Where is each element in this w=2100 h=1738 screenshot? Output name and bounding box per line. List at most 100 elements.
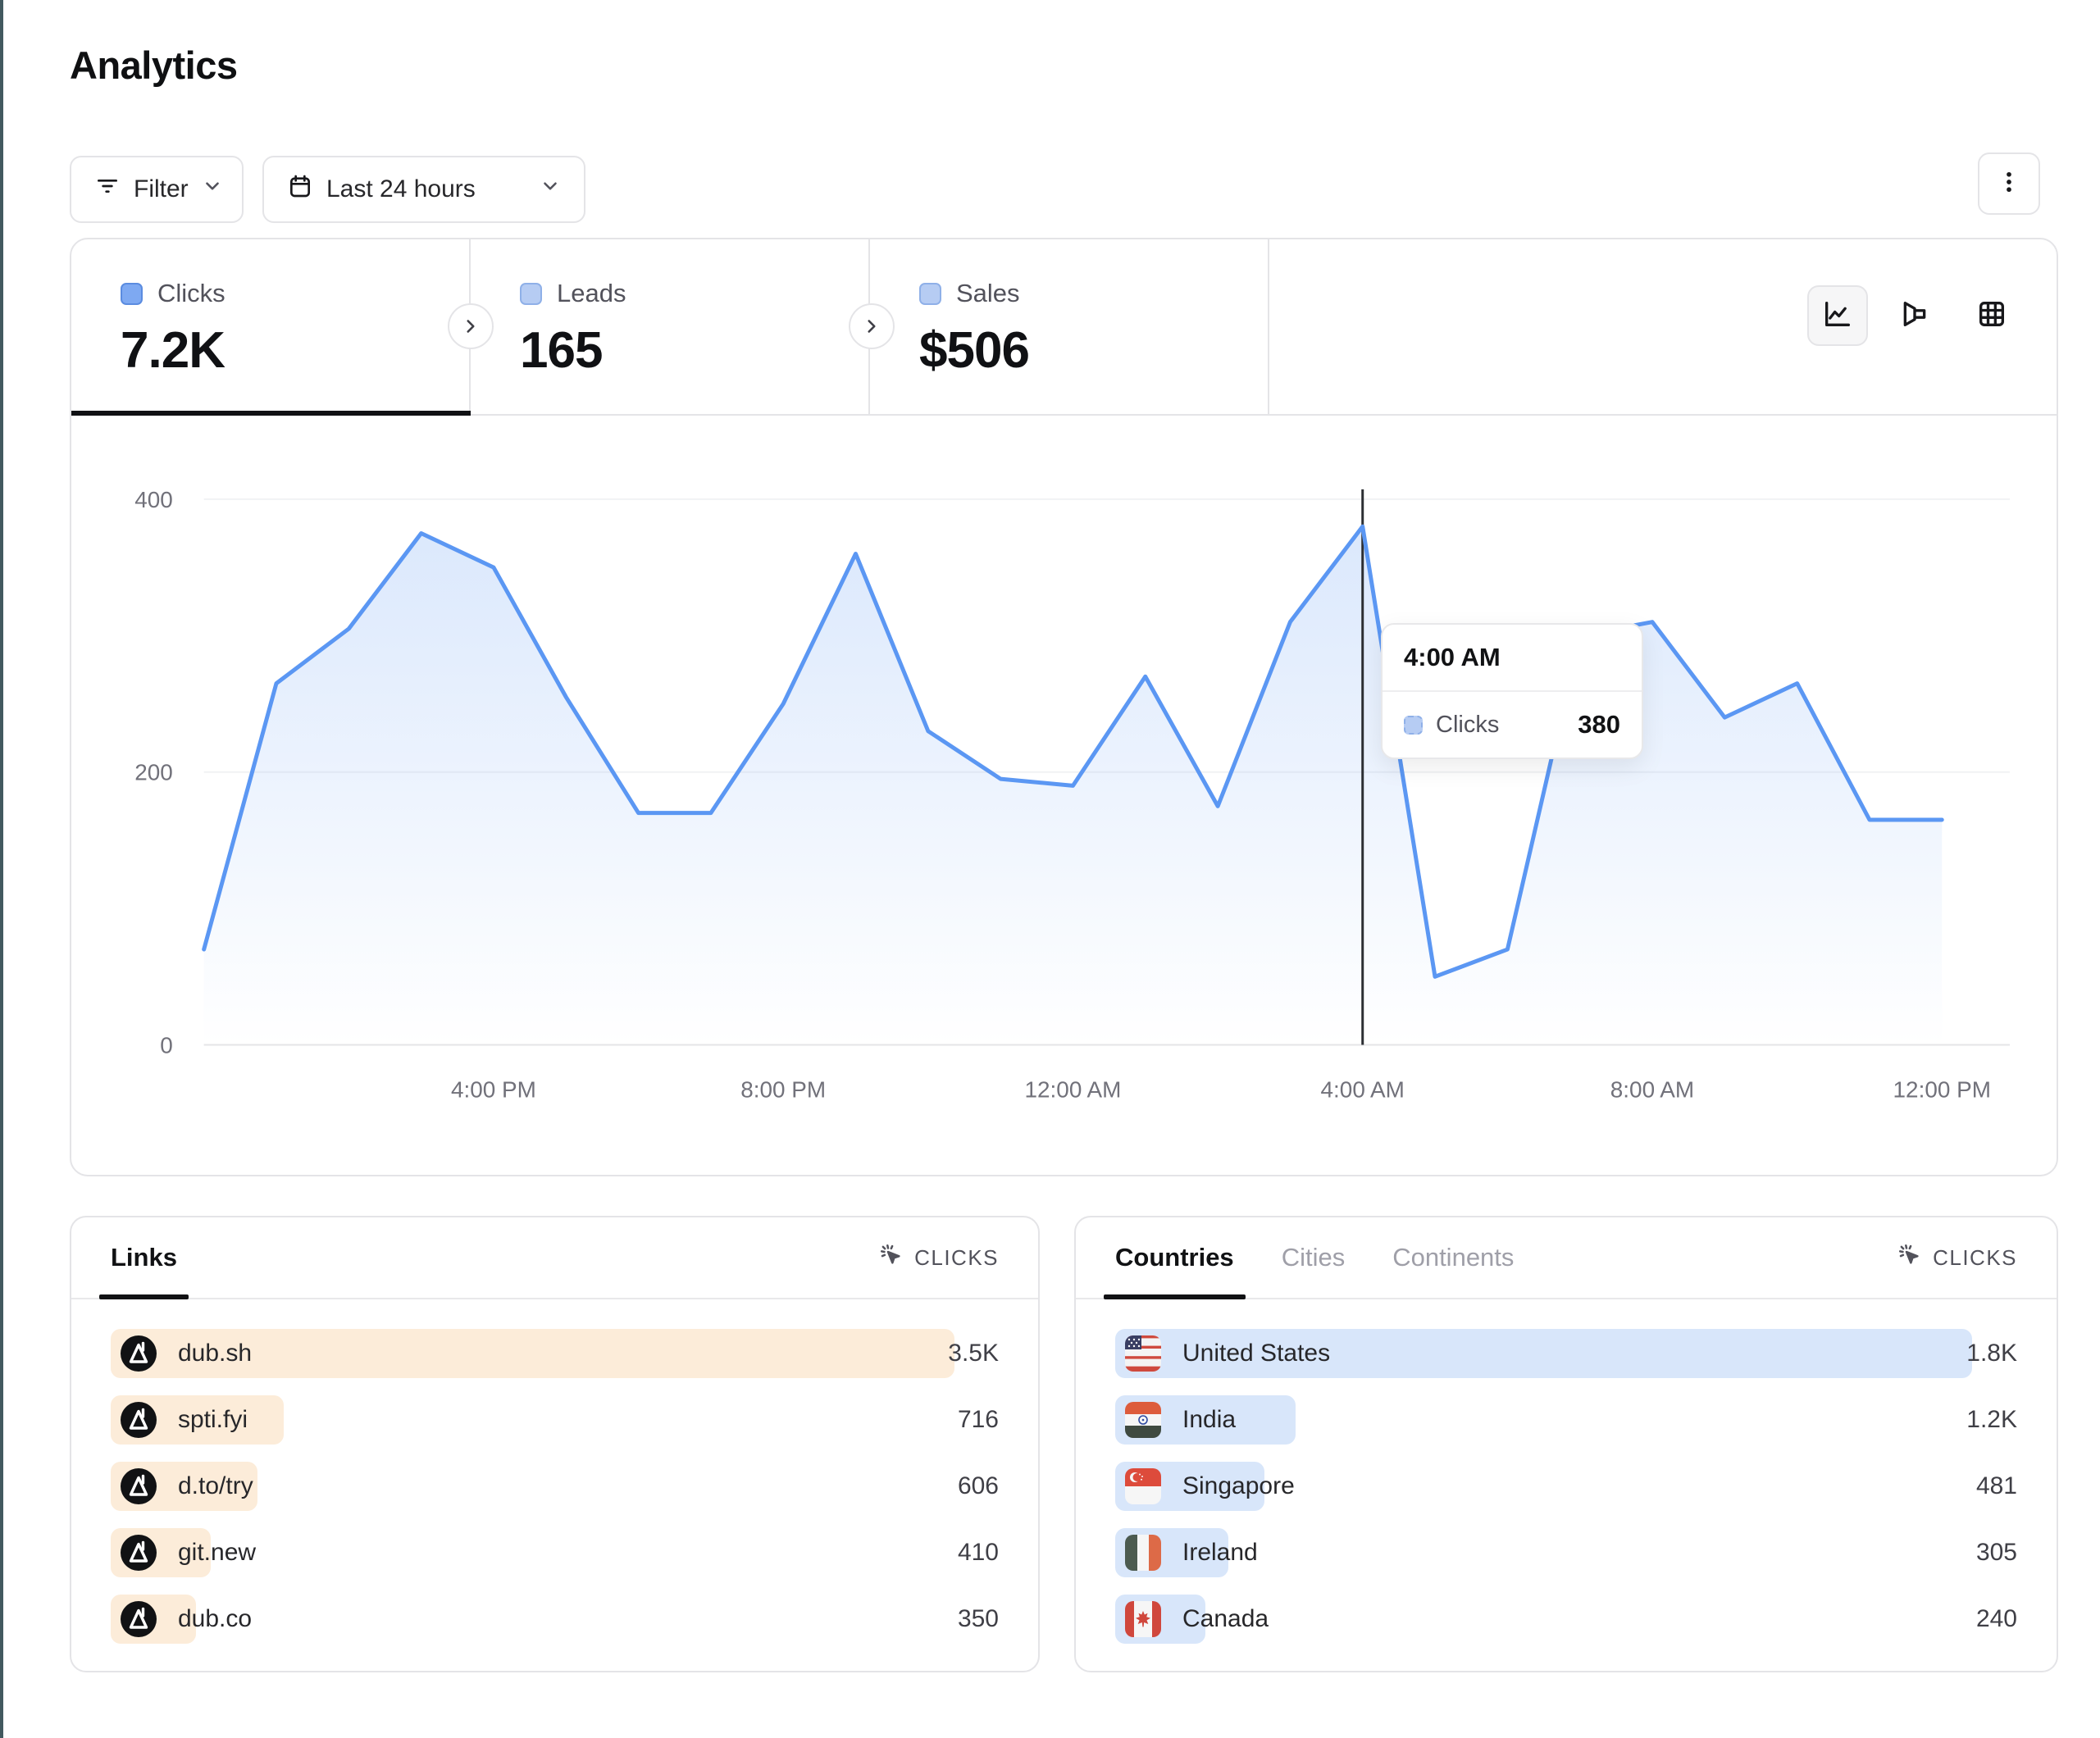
row-value: 410 bbox=[957, 1539, 999, 1566]
flag-in-icon bbox=[1125, 1402, 1161, 1438]
links-metric-header-label: CLICKS bbox=[914, 1244, 999, 1270]
row-value: 240 bbox=[1975, 1605, 2017, 1632]
metric-tab-sales[interactable]: Sales $506 bbox=[870, 239, 1269, 414]
analytics-chart-card: 0 200 400 4:00 PM 8:00 PM 12:00 AM 4:00 AM 8:00… bbox=[70, 238, 2058, 1176]
metric-tabs: Clicks 7.2K Leads 165 Sales $506 bbox=[71, 239, 2057, 416]
metric-label: Sales bbox=[956, 279, 1020, 307]
tab-continents[interactable]: Continents bbox=[1392, 1243, 1515, 1272]
tooltip-value: 380 bbox=[1578, 710, 1620, 739]
chevron-down-icon bbox=[540, 175, 561, 203]
y-axis-label: 0 bbox=[160, 1033, 173, 1058]
row-label: United States bbox=[1182, 1340, 1331, 1367]
calendar-icon bbox=[287, 173, 313, 206]
flag-ca-icon bbox=[1125, 1601, 1161, 1637]
row-label: Ireland bbox=[1182, 1539, 1258, 1566]
x-axis-label: 12:00 AM bbox=[1025, 1076, 1122, 1102]
clicks-area-chart[interactable]: 0 200 400 4:00 PM 8:00 PM 12:00 AM 4:00 AM 8:00… bbox=[71, 239, 2057, 1175]
link-row[interactable]: git.new 410 bbox=[111, 1528, 999, 1577]
funnel-chart-icon bbox=[1898, 298, 1931, 334]
country-row[interactable]: Ireland 305 bbox=[1115, 1528, 2017, 1577]
links-panel: Links CLICKS dub.sh 3.5K spti.fyi 716 d.to/t… bbox=[70, 1216, 1040, 1672]
tab-cities[interactable]: Cities bbox=[1281, 1243, 1346, 1272]
clicks-series-swatch bbox=[121, 282, 143, 305]
dub-logo-icon bbox=[121, 1601, 157, 1637]
countries-metric-header-label: CLICKS bbox=[1933, 1244, 2017, 1270]
row-value: 606 bbox=[957, 1472, 999, 1499]
window-edge bbox=[0, 0, 3, 1738]
dub-logo-icon bbox=[121, 1335, 157, 1372]
row-bar bbox=[111, 1329, 954, 1378]
kebab-icon bbox=[1995, 168, 2023, 200]
row-value: 716 bbox=[957, 1406, 999, 1433]
metric-value: 7.2K bbox=[121, 322, 225, 379]
y-axis-label: 200 bbox=[134, 760, 173, 785]
filter-button[interactable]: Filter bbox=[70, 156, 244, 223]
row-label: Singapore bbox=[1182, 1472, 1295, 1499]
filter-button-label: Filter bbox=[134, 175, 189, 202]
country-row[interactable]: Canada 240 bbox=[1115, 1595, 2017, 1644]
table-grid-icon bbox=[1975, 298, 2008, 334]
leads-series-swatch bbox=[520, 282, 542, 305]
chart-view-toggles bbox=[1807, 285, 2022, 346]
links-clicks-sort-header[interactable]: CLICKS bbox=[878, 1242, 999, 1274]
row-label: Canada bbox=[1182, 1605, 1269, 1632]
flag-ie-icon bbox=[1125, 1535, 1161, 1571]
kebab-menu-button[interactable] bbox=[1978, 152, 2040, 215]
line-chart-icon bbox=[1821, 298, 1854, 334]
countries-clicks-sort-header[interactable]: CLICKS bbox=[1897, 1242, 2017, 1274]
link-row[interactable]: spti.fyi 716 bbox=[111, 1395, 999, 1445]
metric-expand-button[interactable] bbox=[849, 303, 895, 349]
table-view-button[interactable] bbox=[1961, 285, 2022, 346]
tab-links[interactable]: Links bbox=[99, 1217, 189, 1299]
filter-funnel-icon bbox=[94, 173, 121, 206]
country-row[interactable]: Singapore 481 bbox=[1115, 1462, 2017, 1511]
date-range-label: Last 24 hours bbox=[326, 175, 476, 202]
metric-value: 165 bbox=[520, 322, 603, 379]
link-row[interactable]: d.to/try 606 bbox=[111, 1462, 999, 1511]
tooltip-series-label: Clicks bbox=[1436, 711, 1500, 738]
row-value: 1.2K bbox=[1966, 1406, 2017, 1433]
row-label: dub.sh bbox=[178, 1340, 253, 1367]
clicks-line-series bbox=[202, 524, 1944, 979]
dub-logo-icon bbox=[121, 1535, 157, 1571]
page-title: Analytics bbox=[70, 43, 238, 87]
row-label: d.to/try bbox=[178, 1472, 253, 1499]
date-range-button[interactable]: Last 24 hours bbox=[262, 156, 585, 223]
row-value: 481 bbox=[1975, 1472, 2017, 1499]
chart-tooltip: 4:00 AM Clicks 380 bbox=[1381, 623, 1643, 759]
row-bar bbox=[1115, 1329, 1972, 1378]
funnel-view-button[interactable] bbox=[1884, 285, 1945, 346]
metric-tab-clicks[interactable]: Clicks 7.2K bbox=[71, 239, 471, 416]
x-axis-label: 4:00 AM bbox=[1321, 1076, 1405, 1102]
dub-logo-icon bbox=[121, 1468, 157, 1504]
country-row[interactable]: India 1.2K bbox=[1115, 1395, 2017, 1445]
country-row[interactable]: United States 1.8K bbox=[1115, 1329, 2017, 1378]
row-value: 305 bbox=[1975, 1539, 2017, 1566]
chevron-down-icon bbox=[202, 175, 223, 203]
metric-label: Leads bbox=[557, 279, 626, 307]
cursor-click-icon bbox=[878, 1242, 904, 1274]
row-label: India bbox=[1182, 1406, 1237, 1433]
x-axis-label: 8:00 PM bbox=[740, 1076, 826, 1102]
x-axis-label: 12:00 PM bbox=[1893, 1076, 1991, 1102]
line-chart-view-button[interactable] bbox=[1807, 285, 1868, 346]
clicks-series-swatch bbox=[1404, 715, 1423, 735]
row-value: 350 bbox=[957, 1605, 999, 1632]
x-axis-label: 4:00 PM bbox=[451, 1076, 536, 1102]
row-label: git.new bbox=[178, 1539, 257, 1566]
tooltip-time: 4:00 AM bbox=[1383, 625, 1642, 692]
metric-expand-button[interactable] bbox=[448, 303, 494, 349]
active-tab-underline bbox=[71, 411, 471, 416]
flag-sg-icon bbox=[1125, 1468, 1161, 1504]
tab-countries[interactable]: Countries bbox=[1104, 1217, 1246, 1299]
flag-us-icon bbox=[1125, 1335, 1161, 1372]
row-label: spti.fyi bbox=[178, 1406, 248, 1433]
metric-value: $506 bbox=[919, 322, 1030, 379]
x-axis-label: 8:00 AM bbox=[1610, 1076, 1694, 1102]
link-row[interactable]: dub.co 350 bbox=[111, 1595, 999, 1644]
link-row[interactable]: dub.sh 3.5K bbox=[111, 1329, 999, 1378]
cursor-click-icon bbox=[1897, 1242, 1923, 1274]
sales-series-swatch bbox=[919, 282, 941, 305]
metric-tab-leads[interactable]: Leads 165 bbox=[471, 239, 870, 414]
row-value: 1.8K bbox=[1966, 1340, 2017, 1367]
